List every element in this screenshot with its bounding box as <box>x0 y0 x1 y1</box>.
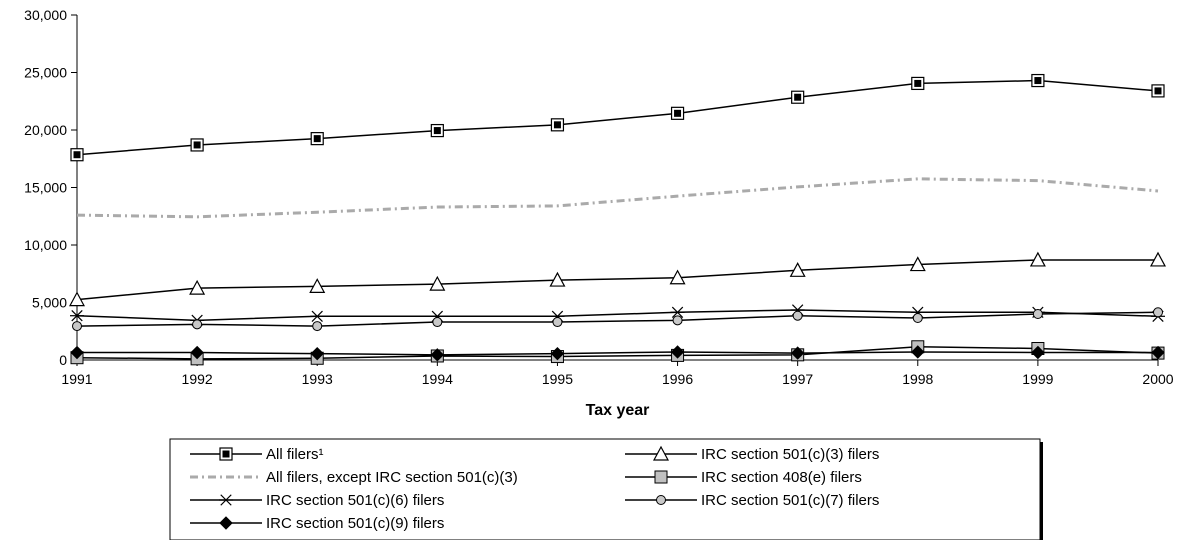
data-point <box>309 278 326 293</box>
legend-item: All filers¹ <box>190 446 324 463</box>
series-line <box>77 351 1158 356</box>
series-6 <box>70 345 1165 362</box>
data-point <box>670 106 685 120</box>
data-point <box>672 315 683 326</box>
legend-swatch-marker <box>652 445 670 461</box>
data-point <box>1151 345 1165 360</box>
data-point <box>1149 251 1167 267</box>
data-point <box>909 256 926 272</box>
series-2 <box>76 177 1159 219</box>
legend-item: IRC section 501(c)(3) filers <box>625 445 879 463</box>
data-point <box>190 138 204 152</box>
series-line <box>76 309 1159 322</box>
data-point <box>791 90 805 104</box>
data-point <box>912 313 923 324</box>
legend-item: IRC section 501(c)(6) filers <box>190 492 444 509</box>
data-point <box>72 321 82 332</box>
x-tick-label: 1999 <box>1022 371 1053 387</box>
x-tick-label: 1996 <box>662 371 693 387</box>
series-layer <box>68 73 1167 366</box>
data-point <box>790 346 805 360</box>
y-tick-label: 5,000 <box>32 295 67 311</box>
series-5 <box>72 307 1163 332</box>
axes: 0 5,000 10,000 15,000 20,000 25,000 30,000 1991… <box>24 7 1174 387</box>
series-line <box>76 311 1159 327</box>
data-point <box>432 317 443 328</box>
legend-item: IRC section 501(c)(7) filers <box>625 492 879 509</box>
data-point <box>1031 73 1045 88</box>
series-line <box>76 177 1159 219</box>
data-point <box>550 118 565 132</box>
x-tick-label: 1997 <box>782 371 813 387</box>
series-1 <box>68 251 1167 307</box>
legend-label: IRC section 501(c)(6) filers <box>266 492 444 509</box>
legend-box <box>169 438 1041 540</box>
data-point <box>789 262 806 277</box>
x-tick-label: 2000 <box>1142 371 1173 387</box>
data-point <box>70 345 84 360</box>
x-tick-label: 1995 <box>542 371 573 387</box>
legend-label: IRC section 501(c)(3) filers <box>701 446 879 463</box>
legend-swatch-marker <box>219 447 233 461</box>
data-point <box>1032 309 1043 319</box>
legend-label: IRC section 408(e) filers <box>701 469 862 486</box>
data-point <box>68 291 86 307</box>
data-point <box>1031 345 1045 360</box>
legend-item: All filers, except IRC section 501(c)(3) <box>190 469 518 486</box>
data-point <box>190 345 204 360</box>
data-point <box>552 317 563 328</box>
data-point <box>312 321 323 332</box>
y-tick-label: 15,000 <box>24 180 67 196</box>
data-point <box>670 345 685 359</box>
x-tick-label: 1993 <box>302 371 333 387</box>
data-point <box>792 310 803 321</box>
legend-item: IRC section 408(e) filers <box>625 469 862 486</box>
data-point <box>550 346 565 361</box>
data-point <box>70 148 84 162</box>
x-tick-label: 1991 <box>61 371 92 387</box>
data-point <box>430 123 444 138</box>
data-point <box>310 132 324 146</box>
legend-item: IRC section 501(c)(9) filers <box>190 515 444 532</box>
series-0 <box>70 73 1165 162</box>
series-line <box>76 79 1159 156</box>
legend-swatch-marker <box>656 495 666 505</box>
y-tick-label: 25,000 <box>24 65 67 81</box>
data-point <box>669 269 686 285</box>
x-tick-label: 1994 <box>422 371 453 387</box>
x-tick-label: 1998 <box>902 371 933 387</box>
data-point <box>670 306 685 318</box>
data-point <box>430 348 445 362</box>
legend-swatch-marker <box>219 494 233 506</box>
legend-swatch-marker <box>219 516 233 530</box>
legend-swatch-marker <box>654 470 668 484</box>
x-tick-label: 1992 <box>182 371 213 387</box>
data-point <box>192 319 203 330</box>
legend-label: IRC section 501(c)(9) filers <box>266 515 444 532</box>
data-point <box>911 345 925 359</box>
data-point <box>310 346 324 361</box>
data-point <box>189 279 206 295</box>
series-line <box>76 259 1158 301</box>
data-point <box>549 271 566 287</box>
data-point <box>70 310 84 322</box>
y-tick-label: 10,000 <box>24 237 67 253</box>
data-point <box>429 275 446 291</box>
data-point <box>1153 307 1163 318</box>
legend-label: All filers¹ <box>266 446 324 463</box>
x-axis-title: Tax year <box>586 402 650 419</box>
legend-label: All filers, except IRC section 501(c)(3) <box>266 469 518 486</box>
y-tick-label: 0 <box>59 352 67 368</box>
y-tick-label: 20,000 <box>24 122 67 138</box>
data-point <box>1151 84 1165 98</box>
data-point <box>1029 251 1046 267</box>
data-point <box>310 310 325 322</box>
legend: All filers¹ IRC section 501(c)(3) filers A… <box>169 438 1043 540</box>
data-point <box>911 76 925 91</box>
y-tick-label: 30,000 <box>24 7 67 23</box>
series-line <box>76 346 1159 360</box>
legend-label: IRC section 501(c)(7) filers <box>701 492 879 509</box>
